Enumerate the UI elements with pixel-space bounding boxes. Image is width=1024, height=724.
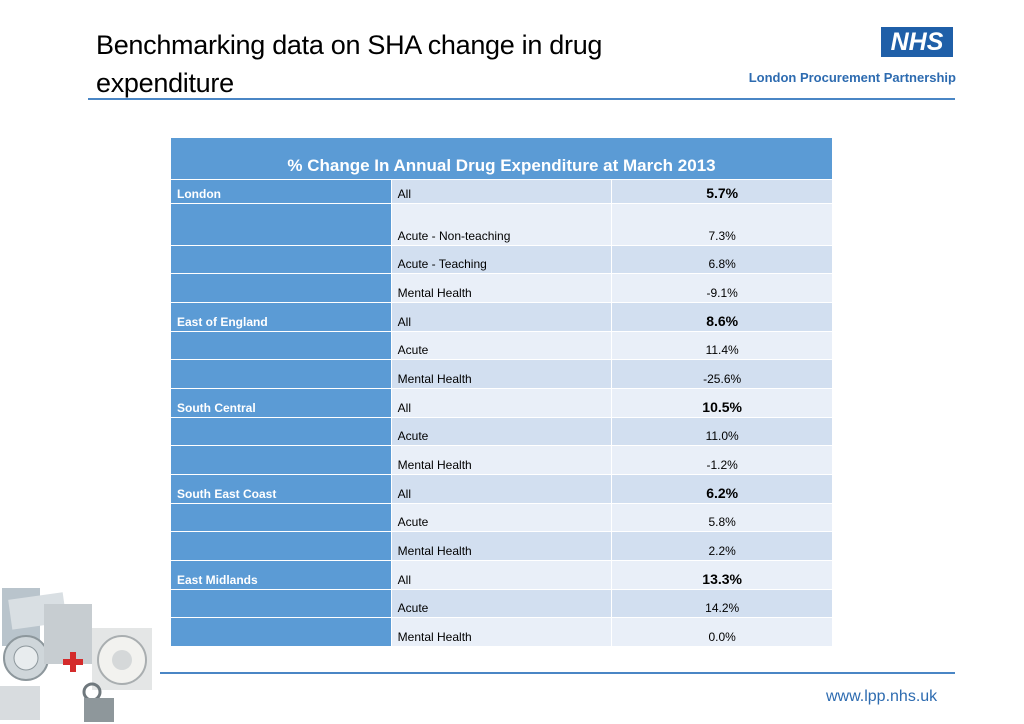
value-cell: 5.8% [611,503,833,532]
table-caption: % Change In Annual Drug Expenditure at M… [170,137,833,180]
region-cell [170,359,392,389]
value-cell: 6.8% [611,245,833,274]
region-cell [170,331,392,360]
expenditure-table-container: % Change In Annual Drug Expenditure at M… [170,137,833,647]
category-cell: Acute - Non-teaching [390,203,613,246]
table-row: Mental Health -1.2% [170,445,833,475]
expenditure-table: % Change In Annual Drug Expenditure at M… [170,137,833,647]
region-cell [170,503,392,532]
region-cell [170,417,392,446]
value-cell: 6.2% [611,474,833,504]
table-row: East Midlands All 13.3% [170,560,833,590]
page-title: Benchmarking data on SHA change in drug … [96,30,603,98]
table-row: Acute 14.2% [170,589,833,618]
category-cell: Acute [390,417,613,446]
value-cell: 11.0% [611,417,833,446]
category-cell: All [390,474,613,504]
value-cell: 5.7% [611,179,833,204]
table-row: Mental Health 2.2% [170,531,833,561]
nhs-logo: NHS [881,27,953,57]
footer-divider [160,672,955,674]
table-row: East of England All 8.6% [170,302,833,332]
region-cell: South East Coast [170,474,392,504]
category-cell: Mental Health [390,273,613,303]
value-cell: -9.1% [611,273,833,303]
value-cell: 13.3% [611,560,833,590]
region-cell: East Midlands [170,560,392,590]
region-cell: East of England [170,302,392,332]
organisation-name: London Procurement Partnership [748,70,956,85]
value-cell: 0.0% [611,617,833,647]
region-cell: South Central [170,388,392,418]
table-row: Mental Health 0.0% [170,617,833,647]
region-cell [170,245,392,274]
category-cell: Acute [390,503,613,532]
value-cell: -1.2% [611,445,833,475]
table-row: London All 5.7% [170,179,833,204]
value-cell: 2.2% [611,531,833,561]
table-row: Mental Health -9.1% [170,273,833,303]
table-row: South East Coast All 6.2% [170,474,833,504]
region-cell [170,203,392,246]
footer-url: www.lpp.nhs.uk [826,688,938,705]
value-cell: 7.3% [611,203,833,246]
table-row: Acute 11.0% [170,417,833,446]
category-cell: All [390,302,613,332]
table-row: Acute - Teaching 6.8% [170,245,833,274]
category-cell: Acute - Teaching [390,245,613,274]
category-cell: Acute [390,589,613,618]
region-cell [170,445,392,475]
medical-collage-image [0,588,152,722]
category-cell: All [390,560,613,590]
table-row: Acute 11.4% [170,331,833,360]
value-cell: 11.4% [611,331,833,360]
region-cell [170,531,392,561]
category-cell: Mental Health [390,617,613,647]
header-divider [88,98,955,100]
value-cell: -25.6% [611,359,833,389]
category-cell: Acute [390,331,613,360]
value-cell: 8.6% [611,302,833,332]
region-cell [170,273,392,303]
category-cell: All [390,388,613,418]
table-body: London All 5.7% Acute - Non-teaching 7.3% Acu… [170,179,833,647]
collage-photo-hand [44,604,92,664]
region-cell: London [170,179,392,204]
category-cell: Mental Health [390,531,613,561]
category-cell: Mental Health [390,445,613,475]
table-row: South Central All 10.5% [170,388,833,418]
table-row: Acute 5.8% [170,503,833,532]
category-cell: All [390,179,613,204]
region-cell [170,589,392,618]
value-cell: 10.5% [611,388,833,418]
table-row: Acute - Non-teaching 7.3% [170,203,833,246]
category-cell: Mental Health [390,359,613,389]
value-cell: 14.2% [611,589,833,618]
table-row: Mental Health -25.6% [170,359,833,389]
region-cell [170,617,392,647]
